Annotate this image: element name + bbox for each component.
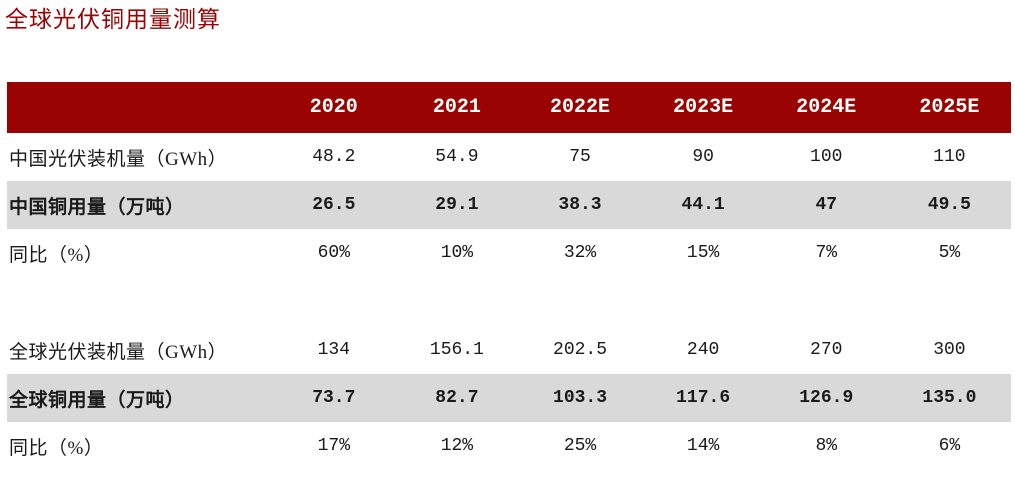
cell-value: 156.1 [429,340,484,360]
page-title: 全球光伏铜用量测算 [5,7,221,32]
column-header-2025e: 2025E [887,82,1011,133]
cell-value: 47 [764,181,888,229]
cell-value: 73.7 [272,374,396,422]
cell-value: 25% [563,436,597,456]
cell-value: 54.9 [435,147,479,167]
cell-value: 126.9 [764,374,888,422]
table-row-china-copper-usage: 中国铜用量（万吨） 26.5 29.1 38.3 44.1 47 49.5 [7,181,1011,229]
cell-value: 44.1 [641,181,765,229]
cell-value: 300 [933,340,966,360]
table-row-global-pv-install: 全球光伏装机量（GWh） 134 156.1 202.5 240 270 300 [7,326,1011,374]
cell-value: 15% [686,243,720,263]
cell-value: 110 [933,147,966,167]
cell-value: 12% [440,436,474,456]
header-spacer-cell [7,82,273,133]
table-row-china-pv-install: 中国光伏装机量（GWh） 48.2 54.9 75 90 100 110 [7,133,1011,181]
cell-value: 32% [563,243,597,263]
cell-value: 90 [692,147,714,167]
table-header-row: 2020 2021 2022E 2023E 2024E 2025E [7,82,1011,133]
cell-value: 270 [810,340,843,360]
cell-value: 38.3 [518,181,642,229]
cell-value: 5% [938,243,961,263]
cell-value: 117.6 [641,374,765,422]
cell-value: 135.0 [887,374,1011,422]
table-row-global-copper-usage: 全球铜用量（万吨） 73.7 82.7 103.3 117.6 126.9 13… [7,374,1011,422]
cell-value: 8% [815,436,838,456]
cell-value: 6% [938,436,961,456]
cell-value: 103.3 [518,374,642,422]
column-header-2024e: 2024E [764,82,888,133]
table-row-china-yoy: 同比（%） 60% 10% 32% 15% 7% 5% [7,229,1011,277]
cell-value: 29.1 [395,181,519,229]
row-label: 全球铜用量（万吨） [7,374,273,422]
cell-value: 26.5 [272,181,396,229]
row-label: 中国铜用量（万吨） [7,181,273,229]
table-row-global-yoy: 同比（%） 17% 12% 25% 14% 8% 6% [7,422,1011,470]
cell-value: 240 [686,340,720,360]
column-header-2022e: 2022E [518,82,642,133]
row-label: 中国光伏装机量（GWh） [9,148,228,170]
cell-value: 60% [317,243,350,263]
cell-value: 134 [317,340,350,360]
section-spacer-row [7,277,1011,326]
column-header-2023e: 2023E [641,82,765,133]
row-label: 全球光伏装机量（GWh） [9,341,228,363]
column-header-2021: 2021 [395,82,519,133]
cell-value: 100 [810,147,843,167]
cell-value: 48.2 [312,147,356,167]
column-header-2020: 2020 [272,82,396,133]
cell-value: 75 [569,147,591,167]
cell-value: 202.5 [553,340,608,360]
pv-copper-table: 2020 2021 2022E 2023E 2024E 2025E 中国光伏装机… [7,82,1011,470]
cell-value: 17% [317,436,350,456]
cell-value: 82.7 [395,374,519,422]
row-label: 同比（%） [9,437,104,459]
cell-value: 10% [440,243,474,263]
cell-value: 7% [815,243,838,263]
row-label: 同比（%） [9,244,104,266]
cell-value: 14% [686,436,720,456]
cell-value: 49.5 [887,181,1011,229]
